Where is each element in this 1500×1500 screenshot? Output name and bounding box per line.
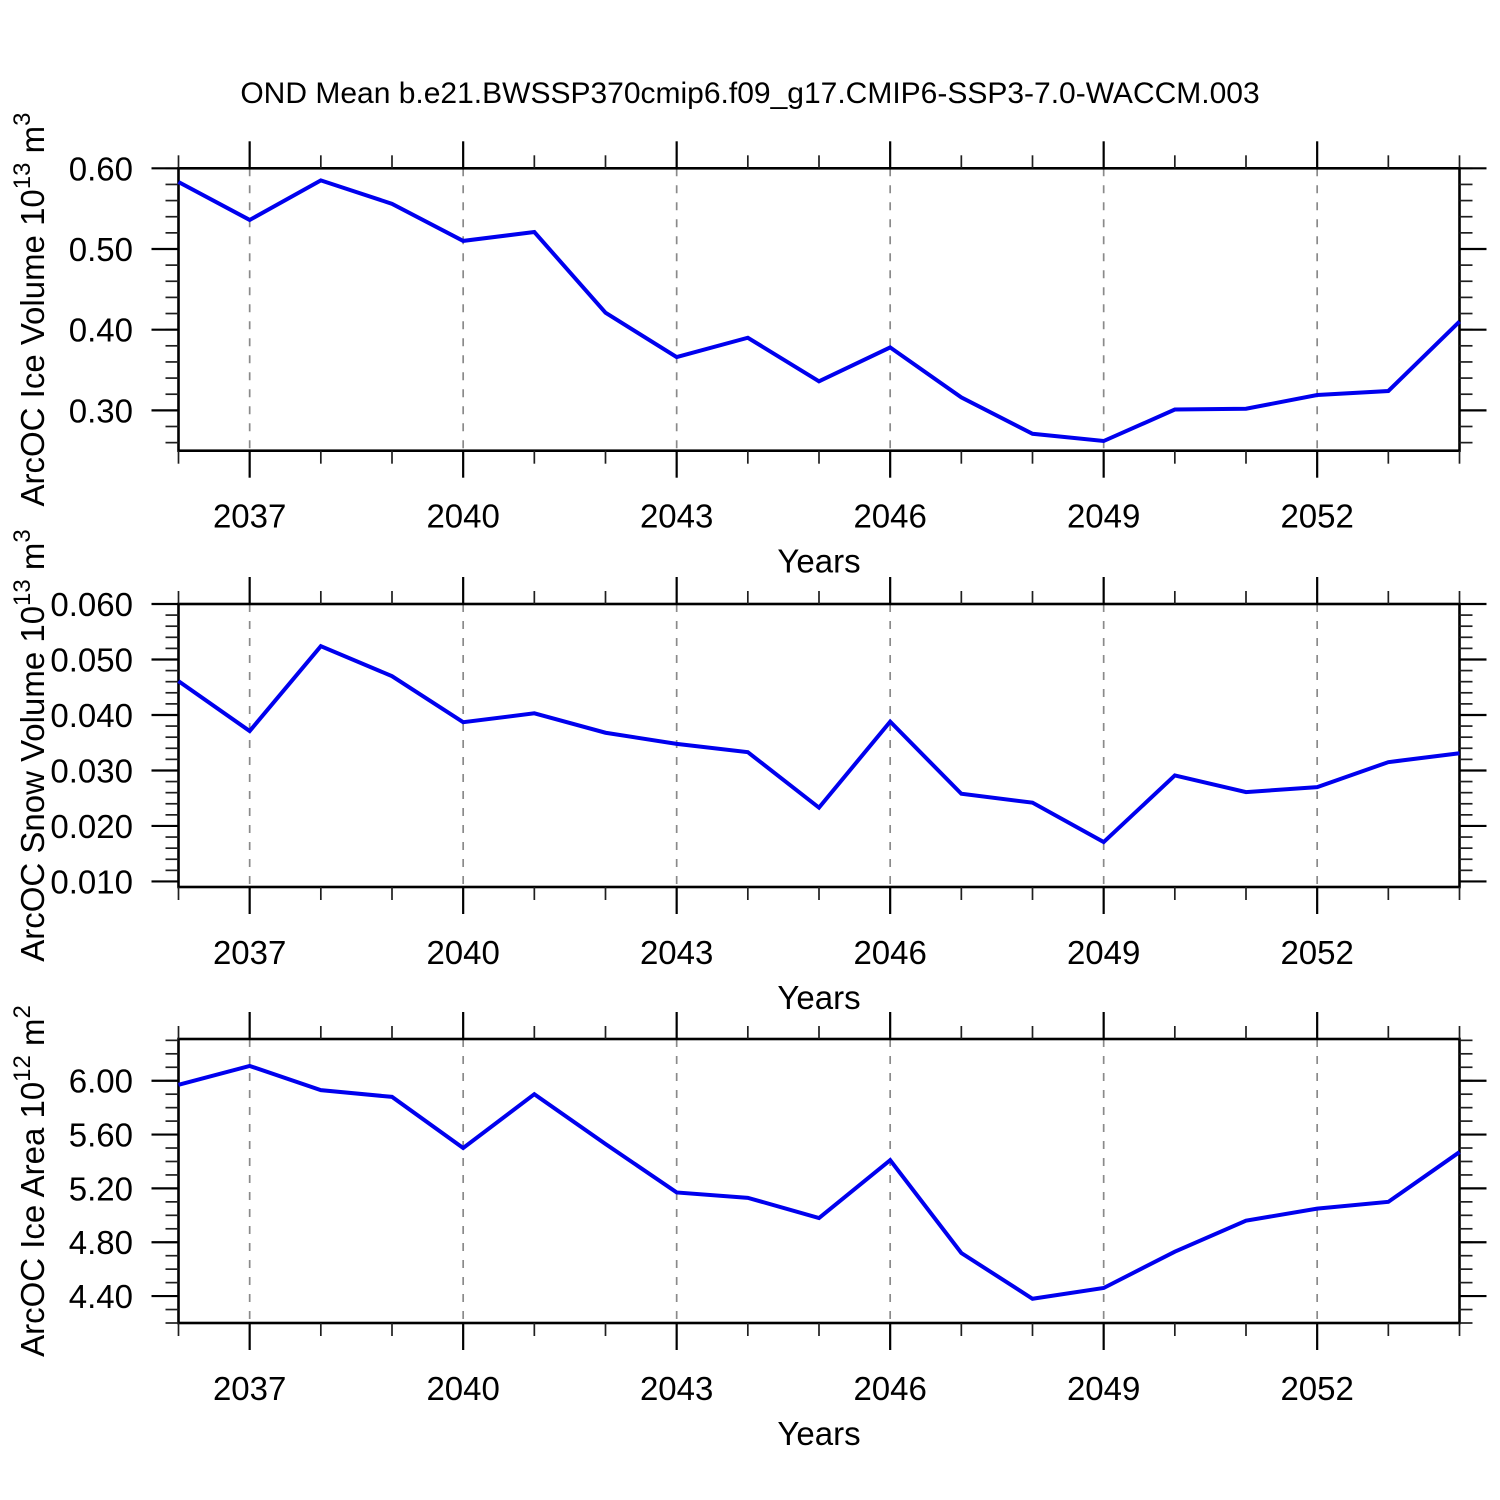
x-tick-label: 2046	[853, 934, 926, 971]
y-tick-label: 0.020	[50, 808, 133, 845]
y-tick-label: 0.010	[50, 863, 133, 900]
y-tick-label: 4.40	[69, 1278, 133, 1315]
y-tick-label: 0.40	[69, 312, 133, 349]
y-axis-label: ArcOC Ice Area 1012 m2	[9, 1005, 51, 1357]
x-ticks	[177, 141, 1461, 478]
y-tick-label: 5.20	[69, 1170, 133, 1207]
y-tick-label: 0.60	[69, 150, 133, 187]
y-ticks	[151, 602, 1487, 883]
x-tick-label: 2052	[1280, 498, 1353, 535]
figure-title: OND Mean b.e21.BWSSP370cmip6.f09_g17.CMI…	[240, 77, 1259, 110]
x-tick-label: 2046	[853, 1370, 926, 1407]
panel-ice-volume: 0.30 0.40 0.50 0.60 2037 2040 2043 2046 2049 2052…	[9, 112, 1487, 580]
x-gridlines	[248, 1039, 1319, 1323]
x-tick-label: 2046	[853, 498, 926, 535]
y-tick-label: 5.60	[69, 1117, 133, 1154]
x-tick-label: 2037	[213, 1370, 286, 1407]
y-tick-label: 4.80	[69, 1224, 133, 1261]
x-tick-label: 2049	[1067, 934, 1140, 971]
y-tick-label: 0.060	[50, 586, 133, 623]
x-ticks	[177, 1012, 1461, 1350]
y-tick-label: 0.040	[50, 697, 133, 734]
x-tick-label: 2049	[1067, 1370, 1140, 1407]
x-gridlines	[248, 168, 1319, 451]
y-axis-label: ArcOC Ice Volume 1013 m3	[9, 112, 51, 506]
x-tick-label: 2037	[213, 934, 286, 971]
y-ticks	[151, 167, 1487, 444]
x-axis-label: Years	[777, 1415, 860, 1452]
snow-volume-series-line	[177, 643, 1460, 845]
y-tick-label: 6.00	[69, 1063, 133, 1100]
y-tick-label: 0.50	[69, 231, 133, 268]
x-tick-label: 2040	[426, 1370, 499, 1407]
x-tick-label: 2052	[1280, 1370, 1353, 1407]
x-axis-label: Years	[777, 543, 860, 580]
x-tick-label: 2043	[640, 1370, 713, 1407]
y-tick-label: 0.050	[50, 641, 133, 678]
x-tick-label: 2043	[640, 934, 713, 971]
ice-area-series-line	[177, 1063, 1461, 1301]
x-tick-label: 2040	[426, 498, 499, 535]
y-axis-label: ArcOC Snow Volume 1013 m3	[9, 529, 51, 962]
x-tick-label: 2040	[426, 934, 499, 971]
panel-snow-volume: 0.010 0.020 0.030 0.040 0.050 0.060 2037 2040 20…	[9, 529, 1487, 1016]
panel-ice-area: 4.40 4.80 5.20 5.60 6.00 2037 2040 2043 2046 2049…	[9, 1005, 1487, 1452]
x-tick-label: 2043	[640, 498, 713, 535]
x-tick-label: 2052	[1280, 934, 1353, 971]
x-ticks	[177, 577, 1461, 914]
y-tick-label: 0.30	[69, 392, 133, 429]
x-axis-label: Years	[777, 979, 860, 1016]
x-tick-label: 2037	[213, 498, 286, 535]
ice-volume-series-line	[177, 178, 1461, 444]
y-tick-label: 0.030	[50, 752, 133, 789]
y-ticks	[151, 1039, 1487, 1324]
x-tick-label: 2049	[1067, 498, 1140, 535]
